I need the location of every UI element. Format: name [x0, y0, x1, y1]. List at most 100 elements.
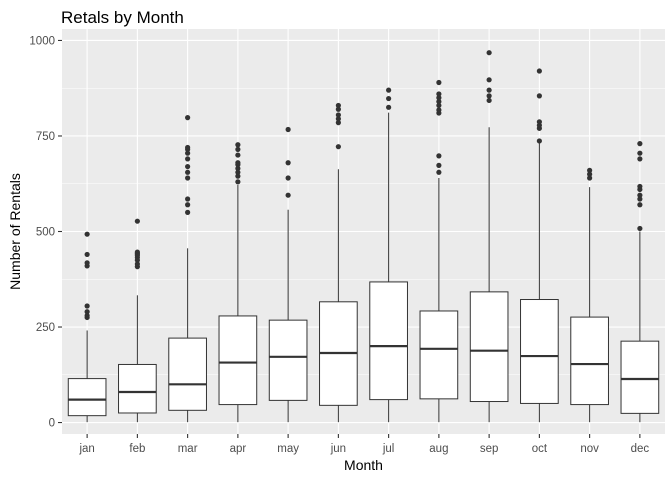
- box-apr: [218, 142, 258, 423]
- outlier-point: [436, 79, 442, 86]
- outlier-point: [185, 209, 191, 215]
- y-tick-label: 0: [49, 418, 55, 430]
- outlier-point: [84, 303, 90, 309]
- outlier-point: [285, 192, 291, 198]
- box-iqr: [369, 281, 408, 401]
- outlier-point: [335, 102, 341, 109]
- outlier-point: [637, 202, 643, 208]
- outlier-point: [386, 87, 392, 93]
- box-sep: [469, 50, 509, 423]
- outlier-point: [637, 192, 643, 198]
- y-tick-label: 500: [36, 227, 55, 239]
- x-tick-label: feb: [129, 443, 145, 455]
- outlier-point: [185, 175, 191, 181]
- x-tick-label: dec: [631, 443, 650, 455]
- box-iqr: [218, 315, 258, 406]
- outlier-point: [84, 260, 90, 266]
- outlier-point: [536, 138, 542, 144]
- outlier-point: [637, 183, 643, 190]
- outlier-point: [185, 196, 191, 202]
- grid-minor: [62, 87, 665, 376]
- chart-title: Retals by Month: [61, 8, 184, 27]
- outlier-point: [335, 106, 341, 112]
- outlier-point: [285, 175, 291, 181]
- outlier-point: [587, 171, 593, 177]
- outlier-point: [84, 231, 90, 237]
- outlier-point: [486, 77, 492, 83]
- outlier-point: [637, 225, 643, 232]
- outlier-point: [486, 97, 492, 104]
- outlier-point: [134, 261, 140, 267]
- outlier-point: [335, 116, 341, 122]
- box-jul: [369, 87, 408, 423]
- outlier-point: [235, 179, 241, 185]
- outlier-point: [134, 218, 140, 224]
- x-tick-label: apr: [230, 443, 247, 455]
- box-iqr: [469, 291, 509, 403]
- box-iqr: [118, 363, 157, 414]
- box-oct: [520, 68, 559, 423]
- box-iqr: [570, 316, 609, 406]
- y-axis: 0 250 500 750 1000: [29, 35, 62, 430]
- x-tick-label: oct: [532, 443, 548, 455]
- x-tick-label: nov: [580, 443, 599, 455]
- outlier-point: [436, 98, 442, 105]
- outlier-point: [185, 150, 191, 156]
- x-tick-label: jun: [330, 443, 346, 455]
- x-tick-label: mar: [178, 443, 198, 455]
- box-iqr: [168, 337, 207, 411]
- outlier-point: [486, 87, 492, 93]
- x-tick-label: jul: [382, 443, 395, 455]
- outlier-point: [436, 153, 442, 159]
- outlier-point: [185, 115, 191, 121]
- outlier-point: [486, 93, 492, 99]
- outlier-point: [235, 142, 241, 148]
- box-series: [67, 50, 660, 423]
- outlier-point: [185, 202, 191, 208]
- outlier-point: [185, 169, 191, 175]
- outlier-point: [235, 152, 241, 158]
- outlier-point: [134, 249, 140, 255]
- outlier-point: [436, 102, 442, 109]
- outlier-point: [436, 91, 442, 97]
- box-nov: [570, 167, 609, 423]
- outlier-point: [436, 162, 442, 169]
- outlier-point: [486, 50, 492, 56]
- y-tick-label: 250: [36, 322, 55, 334]
- x-tick-label: jan: [78, 443, 94, 455]
- y-axis-title: Number of Rentals: [7, 173, 23, 290]
- outlier-point: [335, 120, 341, 126]
- box-dec: [620, 141, 660, 423]
- outlier-point: [84, 251, 90, 258]
- outlier-point: [185, 163, 191, 170]
- box-iqr: [419, 310, 459, 400]
- y-tick-label: 750: [36, 131, 55, 143]
- outlier-point: [235, 169, 241, 175]
- outlier-point: [436, 95, 442, 101]
- outlier-point: [84, 312, 90, 319]
- outlier-point: [536, 93, 542, 99]
- x-tick-label: may: [277, 443, 299, 455]
- outlier-point: [335, 144, 341, 150]
- outlier-point: [185, 156, 191, 162]
- box-iqr: [268, 319, 308, 401]
- outlier-point: [285, 160, 291, 166]
- x-axis: jan feb mar apr may jun jul aug sep oct nov dec: [78, 434, 649, 455]
- box-iqr: [67, 378, 107, 417]
- outlier-point: [436, 107, 442, 113]
- x-tick-label: aug: [429, 443, 448, 455]
- outlier-point: [335, 112, 341, 118]
- box-mar: [168, 115, 207, 423]
- box-iqr: [520, 299, 559, 404]
- box-iqr: [620, 340, 660, 414]
- outlier-point: [637, 150, 643, 156]
- box-may: [268, 126, 308, 423]
- outlier-point: [587, 167, 593, 173]
- x-axis-title: Month: [344, 457, 383, 473]
- outlier-point: [536, 119, 542, 125]
- outlier-point: [235, 160, 241, 166]
- box-jun: [319, 102, 358, 423]
- x-tick-label: sep: [480, 443, 499, 455]
- y-tick-label: 1000: [29, 35, 55, 47]
